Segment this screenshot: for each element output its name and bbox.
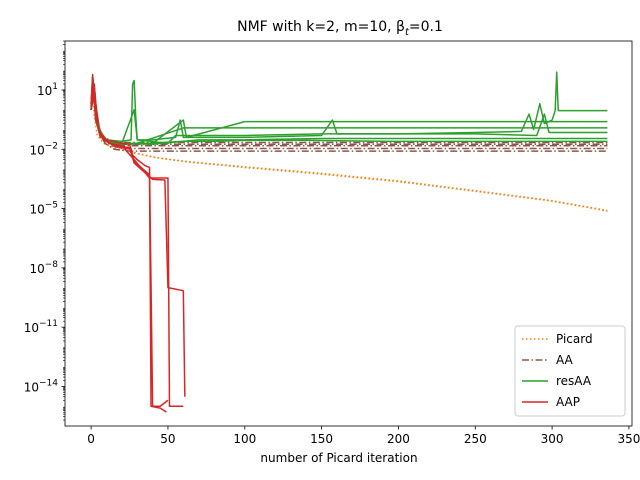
x-tick-label: 0 <box>87 432 95 446</box>
plot-frame <box>64 40 633 427</box>
y-tick-label: 10−5 <box>29 201 58 217</box>
series-aap-line-3 <box>90 83 186 397</box>
y-tick-label: 10−14 <box>24 378 59 394</box>
x-tick-label: 250 <box>464 432 487 446</box>
legend-label-aa: AA <box>556 353 574 367</box>
y-axis: 10−14 10−11 10−8 10−5 10−2 101 <box>24 40 65 421</box>
series-aap-line-4 <box>90 89 167 413</box>
series-aap-line-2 <box>90 77 184 407</box>
y-tick-label: 10−8 <box>29 260 58 276</box>
x-axis: 0 50 100 150 200 250 300 350 <box>87 426 640 446</box>
legend-box <box>514 325 626 417</box>
x-tick-label: 100 <box>233 432 256 446</box>
y-tick-label: 10−2 <box>29 141 58 157</box>
legend-label-aap: AAP <box>556 395 580 409</box>
y-tick-label: 101 <box>37 82 58 98</box>
plot-area <box>90 71 608 413</box>
x-tick-label: 350 <box>617 432 640 446</box>
x-tick-label: 300 <box>541 432 564 446</box>
x-tick-label: 150 <box>310 432 333 446</box>
y-tick-label: 10−11 <box>24 319 58 335</box>
x-tick-label: 50 <box>160 432 175 446</box>
legend-label-picard: Picard <box>556 332 593 346</box>
legend-label-resaa: resAA <box>556 374 592 388</box>
chart-title: NMF with k=2, m=10, βt=0.1 <box>237 19 443 38</box>
x-tick-label: 200 <box>387 432 410 446</box>
x-axis-label: number of Picard iteration <box>260 451 417 465</box>
legend: Picard AA resAA AAP <box>514 325 626 417</box>
